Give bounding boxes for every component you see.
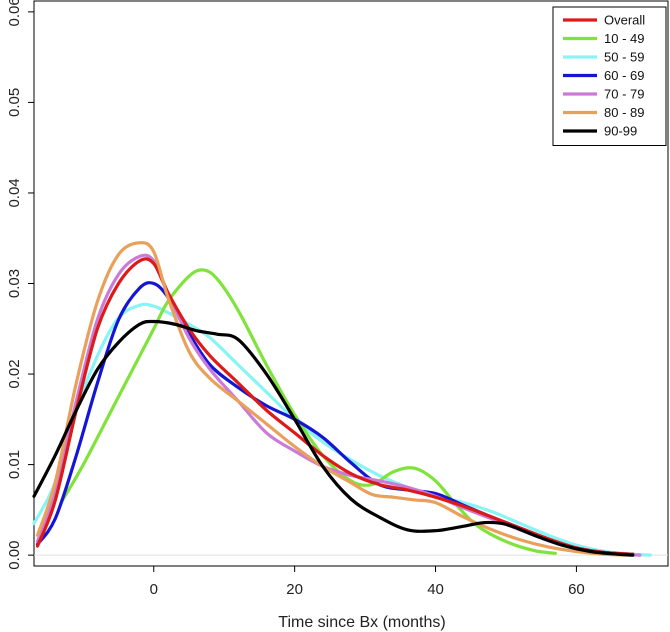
legend-label: 80 - 89 bbox=[604, 105, 644, 120]
y-tick-label: 0.03 bbox=[6, 269, 23, 298]
y-tick-label: 0.05 bbox=[6, 88, 23, 117]
x-axis: 0 20 40 60 bbox=[150, 566, 585, 598]
legend: Overall 10 - 49 50 - 59 60 - 69 70 - 79 80 - … bbox=[552, 6, 667, 146]
series-line-80-89 bbox=[35, 241, 635, 557]
series-line-50-59 bbox=[32, 302, 652, 557]
x-axis-title: Time since Bx (months) bbox=[278, 614, 445, 631]
y-axis: 0.00 0.01 0.02 0.03 0.04 0.05 0.06 bbox=[6, 0, 34, 570]
series-line-10-49 bbox=[60, 268, 557, 555]
series-line-60-69 bbox=[35, 281, 635, 556]
y-tick-label: 0.02 bbox=[6, 359, 23, 388]
x-tick-label: 60 bbox=[568, 581, 585, 598]
legend-label: 10 - 49 bbox=[604, 31, 644, 46]
series-line-90-99 bbox=[32, 319, 635, 557]
legend-label: 50 - 59 bbox=[604, 50, 644, 65]
x-tick-label: 20 bbox=[286, 581, 303, 598]
legend-label: 70 - 79 bbox=[604, 87, 644, 102]
legend-label: Overall bbox=[604, 13, 645, 28]
legend-label: 60 - 69 bbox=[604, 68, 644, 83]
y-tick-label: 0.06 bbox=[6, 0, 23, 26]
x-tick-label: 40 bbox=[427, 581, 444, 598]
y-tick-label: 0.01 bbox=[6, 450, 23, 479]
legend-label: 90-99 bbox=[604, 124, 637, 139]
series-layer bbox=[32, 241, 652, 557]
x-tick-label: 0 bbox=[150, 581, 158, 598]
y-tick-label: 0.04 bbox=[6, 178, 23, 207]
y-tick-label: 0.00 bbox=[6, 541, 23, 570]
